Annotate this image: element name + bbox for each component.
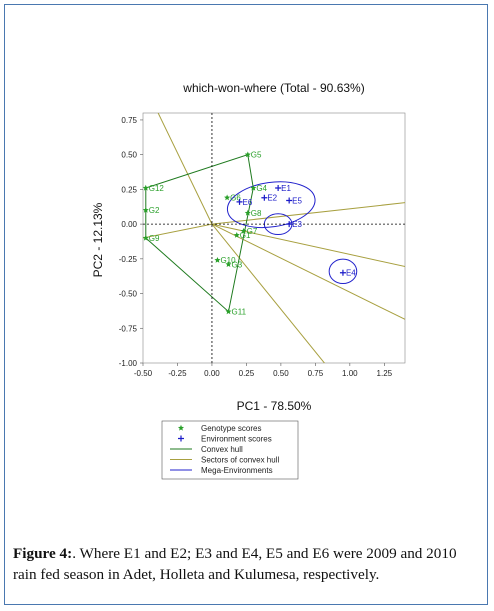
chart-title: which-won-where (Total - 90.63%)	[182, 81, 364, 95]
environment-label: E3	[292, 220, 302, 229]
genotype-label: G11	[231, 308, 246, 317]
legend-star-symbol	[177, 424, 185, 431]
sector-ray	[157, 113, 213, 225]
genotype-point	[250, 184, 257, 191]
environment-label: E6	[243, 198, 253, 207]
y-tick-label: 0.50	[121, 151, 137, 160]
sector-ray	[211, 202, 405, 225]
legend-entry-label: Genotype scores	[201, 424, 261, 433]
genotype-label: G4	[256, 184, 267, 193]
genotype-point	[244, 151, 251, 158]
genotype-point	[225, 308, 232, 315]
genotype-point	[142, 207, 149, 213]
y-axis-label: PC2 - 12.13%	[91, 202, 105, 277]
x-tick-label: 1.00	[342, 369, 358, 378]
genotype-point	[225, 261, 232, 267]
mega-environment-ellipse	[226, 181, 316, 229]
y-tick-label: -0.25	[119, 255, 138, 264]
legend-plus-symbol	[178, 435, 184, 442]
sector-ray	[211, 223, 405, 320]
x-tick-label: 1.25	[377, 369, 393, 378]
figure-frame: which-won-where (Total - 90.63%) -0.50 -0…	[4, 4, 488, 605]
y-tick-label: -0.50	[119, 290, 138, 299]
x-tick-label: 0.25	[239, 369, 255, 378]
x-tick-label: -0.25	[168, 369, 187, 378]
caption-text: . Where E1 and E2; E3 and E4, E5 and E6 …	[13, 545, 457, 583]
environment-label: E5	[292, 197, 302, 206]
environment-label: E2	[267, 194, 277, 203]
environment-point	[275, 185, 282, 191]
environment-point	[286, 197, 293, 204]
y-tick-label: -1.00	[119, 359, 138, 368]
x-tick-label: 0.50	[273, 369, 289, 378]
legend: Genotype scores Environment scoresConvex …	[161, 420, 299, 480]
legend-entry-label: Convex hull	[201, 445, 243, 454]
genotype-point	[240, 227, 247, 234]
genotype-point	[214, 257, 221, 263]
genotype-label: G1	[240, 231, 251, 240]
environment-point	[236, 198, 243, 205]
x-tick-label: -0.50	[134, 369, 153, 378]
figure-caption: Figure 4:. Where E1 and E2; E3 and E4, E…	[13, 543, 483, 585]
environment-point	[339, 269, 346, 276]
environment-point	[286, 221, 293, 228]
genotype-point	[224, 194, 231, 201]
genotype-label: G2	[149, 206, 160, 215]
legend-entry-label: Environment scores	[201, 435, 272, 444]
genotype-label: G3	[231, 260, 242, 269]
biplot-chart: which-won-where (Total - 90.63%) -0.50 -0…	[91, 81, 406, 480]
genotype-label: G8	[251, 209, 262, 218]
genotype-label: G9	[149, 234, 160, 243]
y-tick-label: -0.75	[119, 324, 138, 333]
sector-ray	[211, 223, 405, 268]
x-tick-label: 0.75	[308, 369, 324, 378]
mega-environment-ellipse	[328, 258, 358, 285]
genotype-label: G6	[230, 194, 241, 203]
environment-point	[261, 194, 268, 201]
genotype-label: G12	[149, 184, 165, 193]
legend-entry-label: Sectors of convex hull	[201, 456, 279, 465]
sector-ray	[143, 223, 213, 239]
y-tick-label: 0.00	[121, 220, 137, 229]
genotype-label: G7	[247, 227, 258, 236]
genotype-label: G5	[251, 151, 262, 160]
y-tick-label: 0.25	[121, 185, 137, 194]
x-tick-label: 0.00	[204, 369, 220, 378]
genotype-point	[142, 234, 149, 241]
y-tick-label: 0.75	[121, 116, 137, 125]
genotype-point	[233, 232, 240, 238]
environment-label: E1	[281, 184, 291, 193]
x-axis-label: PC1 - 78.50%	[237, 399, 312, 413]
legend-entry-label: Mega-Environments	[201, 466, 273, 475]
sector-ray	[211, 223, 326, 363]
genotype-point	[244, 209, 251, 216]
genotype-point	[142, 184, 149, 191]
environment-label: E4	[346, 269, 356, 278]
legend-box	[161, 420, 299, 480]
caption-label: Figure 4:	[13, 545, 73, 562]
genotype-label: G10	[220, 256, 236, 265]
